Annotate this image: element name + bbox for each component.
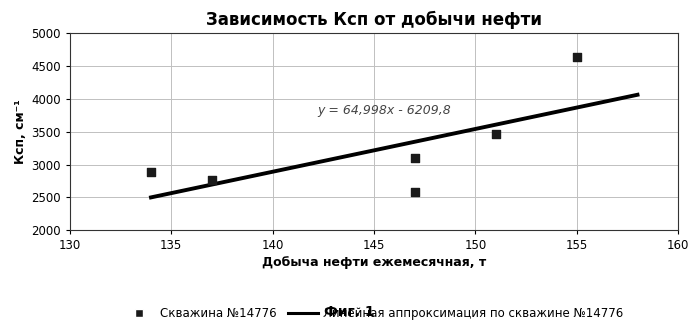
Point bbox=[490, 131, 501, 136]
Legend: Скважина №14776, Линейная аппроксимация по скважине №14776: Скважина №14776, Линейная аппроксимация … bbox=[124, 307, 624, 320]
Point bbox=[409, 155, 420, 161]
Point bbox=[206, 178, 217, 183]
Text: Фиг. 1: Фиг. 1 bbox=[324, 305, 375, 319]
Point bbox=[145, 170, 157, 175]
X-axis label: Добыча нефти ежемесячная, т: Добыча нефти ежемесячная, т bbox=[262, 257, 486, 269]
Text: y = 64,998x - 6209,8: y = 64,998x - 6209,8 bbox=[317, 104, 451, 117]
Title: Зависимость Ксп от добычи нефти: Зависимость Ксп от добычи нефти bbox=[206, 11, 542, 29]
Point bbox=[409, 190, 420, 195]
Y-axis label: Ксп, см⁻¹: Ксп, см⁻¹ bbox=[14, 99, 27, 164]
Point bbox=[571, 55, 582, 60]
